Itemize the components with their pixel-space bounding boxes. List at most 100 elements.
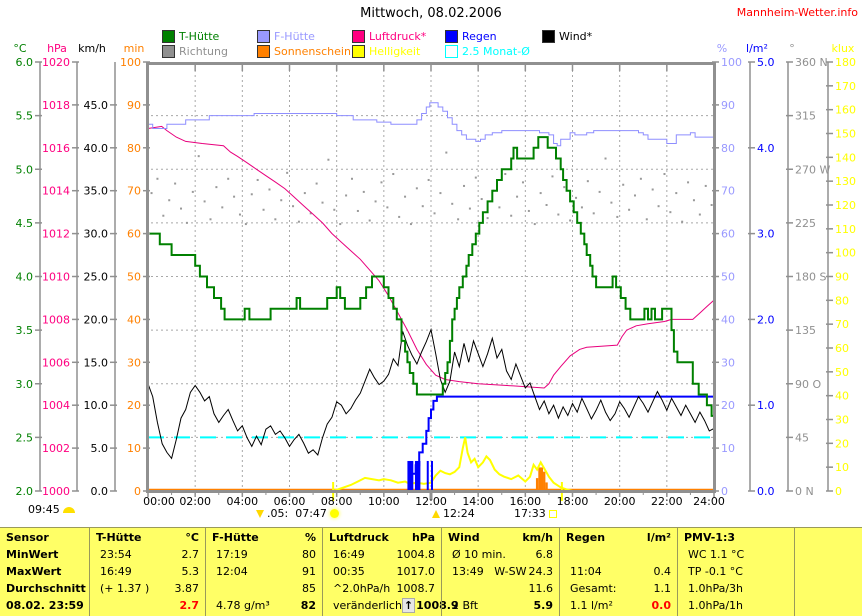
legend-label: 2.5 Monat-Ø (462, 45, 530, 58)
legend-row: Richtung Sonnenschein Helligkeit 2.5 Monat-… (162, 44, 632, 59)
column-unit: km/h (522, 531, 553, 544)
svg-text:0: 0 (835, 485, 842, 498)
site-link[interactable]: Mannheim-Wetter.info (736, 6, 858, 19)
svg-text:4.0: 4.0 (16, 271, 34, 284)
table-row (795, 546, 862, 563)
axis-temp: 6.0 5.5 5.0 4.5 4.0 3.5 3.0 2.5 2.0 °C (13, 42, 42, 498)
svg-text:40: 40 (721, 313, 735, 326)
legend-label: Helligkeit (369, 45, 421, 58)
svg-text:08:00: 08:00 (321, 495, 353, 508)
svg-text:20: 20 (835, 437, 849, 450)
sensor-summary-table: Sensor MinWert MaxWert Durchschnitt 08.02. 2… (0, 527, 862, 616)
svg-text:160: 160 (835, 104, 856, 117)
table-cell-value: 5.9 (533, 599, 554, 612)
svg-text:00:00: 00:00 (143, 495, 175, 508)
column-name: F-Hütte (212, 531, 259, 544)
svg-text:1000: 1000 (42, 485, 70, 498)
column-name: Regen (566, 531, 606, 544)
svg-text:°: ° (789, 42, 795, 55)
table-cell-value: 0.4 (653, 565, 672, 578)
legend-label: Sonnenschein (274, 45, 351, 58)
svg-text:6.0: 6.0 (16, 56, 34, 69)
table-row: (+ 1.37 ) 3.87 (90, 580, 205, 597)
svg-text:16:00: 16:00 (509, 495, 541, 508)
legend-label: T-Hütte (179, 30, 220, 43)
table-cell-label: WC 1.1 °C (688, 548, 745, 561)
legend-item-f-h-tte: F-Hütte (257, 30, 352, 43)
svg-text:3.5: 3.5 (16, 324, 34, 337)
moonrise-icon (62, 506, 75, 513)
table-cell-value: 85 (302, 582, 316, 595)
table-cell-label: 16:49 (333, 548, 365, 561)
table-header: Regen l/m² (560, 529, 677, 546)
table-cell-value: 1.1 (653, 582, 672, 595)
table-cell-label: 1.0hPa/1h (688, 599, 744, 612)
legend-item-helligkeit: Helligkeit (352, 45, 445, 58)
column-name: T-Hütte (96, 531, 142, 544)
svg-text:170: 170 (835, 80, 856, 93)
svg-text:10.0: 10.0 (84, 399, 109, 412)
column-name: Wind (448, 531, 480, 544)
moonrise-time: 09:45 (28, 503, 60, 516)
table-row: 23:54 2.7 (90, 546, 205, 563)
table-cell-label: 1.0hPa/3h (688, 582, 744, 595)
table-cell-label: veränderlich (333, 599, 402, 612)
series-helligkeit (148, 437, 714, 492)
svg-text:110: 110 (835, 223, 856, 236)
series-f-huette (148, 102, 715, 147)
table-row: TP -0.1 °C (678, 563, 794, 580)
svg-text:1004: 1004 (42, 399, 70, 412)
table-row-label: MaxWert (0, 563, 89, 580)
svg-text:5.0: 5.0 (757, 56, 775, 69)
svg-text:min: min (124, 42, 145, 55)
table-cell-value: 91 (302, 565, 316, 578)
table-cell-value: 0.0 (651, 599, 672, 612)
svg-text:1002: 1002 (42, 442, 70, 455)
table-row: 12:04 91 (206, 563, 322, 580)
svg-text:25.0: 25.0 (84, 271, 109, 284)
solar-noon-annotation: 12:24 (432, 507, 475, 520)
svg-text:2.0: 2.0 (757, 313, 775, 326)
table-cell-value: 1008.7 (396, 582, 436, 595)
table-column-empty (794, 528, 862, 616)
table-row: 00:35 1017.0 (323, 563, 441, 580)
column-unit: °C (185, 531, 199, 544)
sunrise-time: .05: 07:47 (267, 507, 327, 520)
column-unit: hPa (411, 531, 435, 544)
svg-text:100: 100 (835, 247, 856, 260)
svg-text:315: 315 (795, 110, 816, 123)
svg-text:5.0: 5.0 (16, 163, 34, 176)
svg-text:2.5: 2.5 (16, 431, 34, 444)
svg-text:60: 60 (127, 228, 141, 241)
row-label-text: Durchschnitt (6, 582, 86, 595)
table-row: 4.78 g/m³ 82 (206, 597, 322, 614)
page-title: Mittwoch, 08.02.2006 (360, 6, 502, 21)
legend-swatch-icon (542, 30, 555, 43)
column-name: Luftdruck (329, 531, 389, 544)
svg-text:180 S: 180 S (795, 271, 826, 284)
svg-text:225: 225 (795, 217, 816, 230)
row-label-text: MaxWert (6, 565, 62, 578)
table-row: WC 1.1 °C (678, 546, 794, 563)
legend-item-richtung: Richtung (162, 45, 257, 58)
table-row: Gesamt: 1.1 (560, 580, 677, 597)
pressure-trend-up-icon: ↑ (401, 598, 416, 613)
table-cell-value: 3.87 (174, 582, 200, 595)
legend-swatch-icon (445, 30, 458, 43)
series-luftdruck (147, 125, 715, 389)
chart-legend: T-Hütte F-Hütte Luftdruck* Regen Wind* Richtu… (162, 29, 632, 59)
table-cell-label: Gesamt: (570, 582, 617, 595)
table-row (560, 546, 677, 563)
svg-text:360 N: 360 N (795, 56, 828, 69)
table-row (795, 597, 862, 614)
table-row: 1.0hPa/1h (678, 597, 794, 614)
table-cell-value: 11.6 (528, 582, 554, 595)
column-unit: % (304, 531, 316, 544)
table-row: 85 (206, 580, 322, 597)
svg-text:130: 130 (835, 175, 856, 188)
svg-text:45.0: 45.0 (84, 99, 109, 112)
table-cell-label: 17:19 (216, 548, 248, 561)
x-axis: 00:00 02:00 04:00 06:00 08:00 10:00 12:00 14:00… (143, 65, 725, 508)
